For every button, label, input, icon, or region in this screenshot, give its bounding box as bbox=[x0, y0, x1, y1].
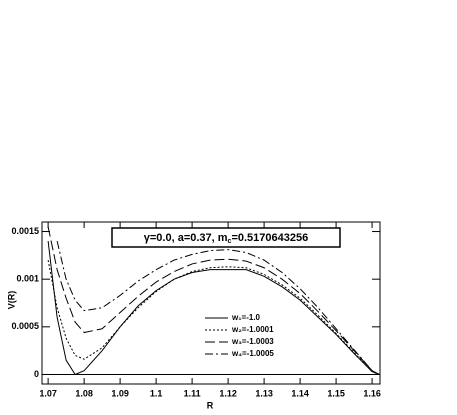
series-line bbox=[47, 260, 380, 375]
annotation-box bbox=[111, 227, 341, 248]
x-tick-label: 1.12 bbox=[219, 388, 237, 398]
x-axis-label: R bbox=[207, 400, 214, 410]
series-line bbox=[47, 226, 380, 375]
x-tick-label: 1.16 bbox=[363, 388, 381, 398]
plot-frame bbox=[41, 221, 381, 385]
annotation-part: =0.5170643256 bbox=[231, 232, 308, 244]
series-line bbox=[47, 241, 380, 376]
legend-label: w₃=-1.0003 bbox=[231, 337, 274, 346]
x-tick-label: 1.09 bbox=[111, 388, 129, 398]
y-axis-label: V(R) bbox=[6, 291, 16, 310]
legend-label: w₄=-1.0005 bbox=[231, 349, 274, 358]
x-tick-label: 1.1 bbox=[150, 388, 163, 398]
x-tick-label: 1.15 bbox=[327, 388, 345, 398]
x-tick-label: 1.14 bbox=[291, 388, 309, 398]
x-tick-label: 1.07 bbox=[39, 388, 57, 398]
y-tick-label: 0.001 bbox=[16, 274, 39, 284]
legend-label: w₂=-1.0001 bbox=[231, 325, 274, 334]
legend-label: w₁=-1.0 bbox=[231, 313, 261, 322]
annotation-subscript: c bbox=[228, 238, 232, 245]
x-tick-label: 1.11 bbox=[184, 388, 201, 398]
x-tick-label: 1.08 bbox=[75, 388, 93, 398]
series-line bbox=[56, 240, 380, 375]
annotation-part: γ=0.0, a=0.37, m bbox=[144, 232, 228, 244]
y-tick-label: 0.0005 bbox=[11, 321, 39, 331]
x-tick-label: 1.13 bbox=[255, 388, 273, 398]
annotation: γ=0.0, a=0.37, mc=0.5170643256 bbox=[144, 232, 308, 245]
y-tick-label: 0 bbox=[34, 369, 39, 379]
y-tick-label: 0.0015 bbox=[11, 226, 39, 236]
